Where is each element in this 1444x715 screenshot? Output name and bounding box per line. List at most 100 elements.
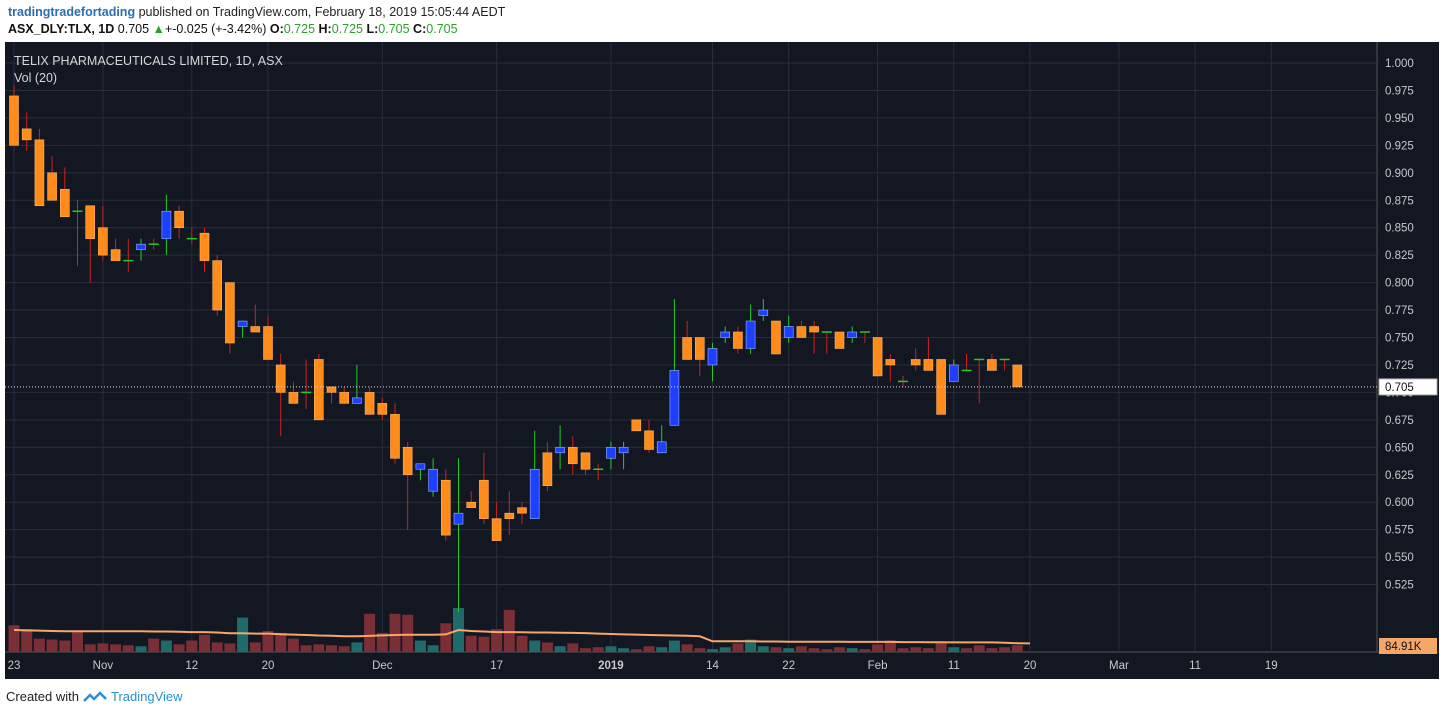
tradingview-brand[interactable]: TradingView (110, 689, 183, 704)
close-label: C: (413, 22, 427, 36)
candle-body (250, 326, 261, 333)
price-tick-label: 0.550 (1385, 552, 1414, 564)
candlestick-chart[interactable]: 1.000 0.975 0.950 0.925 0.900 0.875 0.850 0.825… (5, 42, 1439, 679)
candle-body (771, 320, 781, 355)
close-value: 0.705 (426, 22, 458, 36)
symbol-label: ASX_DLY:TLX, 1D (8, 22, 115, 36)
volume-bar (910, 647, 922, 652)
volume-bars (8, 608, 1023, 652)
candle-body (885, 359, 896, 366)
time-tick-label: Dec (372, 660, 393, 672)
volume-bar (719, 647, 731, 652)
volume-bar (160, 640, 172, 652)
candle-body (313, 359, 324, 421)
volume-bar (986, 648, 998, 652)
time-tick-label: 20 (262, 660, 275, 672)
price-tick-label: 0.950 (1385, 113, 1414, 125)
volume-bar (186, 640, 198, 652)
author-link[interactable]: tradingtradefortading (8, 5, 136, 19)
candle-body (326, 386, 337, 393)
volume-bar (1011, 645, 1023, 652)
candle-body (783, 326, 794, 338)
volume-bar (465, 635, 477, 652)
publish-info: published on TradingView.com, February 1… (138, 5, 506, 19)
candle-body (21, 128, 32, 141)
price-tick-label: 0.625 (1385, 470, 1414, 482)
time-tick-label: Mar (1109, 660, 1129, 672)
time-axis[interactable]: 23 Nov 12 20 Dec 17 2019 14 22 Feb 11 20 Mar 11 19 (8, 660, 1278, 672)
candle-body (669, 370, 680, 426)
candle-body (694, 337, 705, 360)
time-tick-label: 17 (490, 660, 503, 672)
last-price-badge (1378, 378, 1438, 396)
time-tick-label: 2019 (598, 660, 624, 672)
candle-body (542, 452, 553, 487)
candle-body (834, 331, 845, 349)
volume-bar (580, 648, 591, 652)
candle-body (733, 331, 743, 349)
change-value: +-0.025 (+-3.42%) (164, 22, 267, 36)
high-label: H: (318, 22, 332, 36)
candle-body (720, 331, 731, 338)
candle-body (415, 463, 426, 470)
price-tick-label: 0.650 (1385, 442, 1414, 454)
volume-bar (110, 644, 122, 652)
created-with-text: Created with (6, 689, 79, 704)
candle-body (948, 364, 959, 382)
candle-body (517, 507, 527, 514)
candle-body (428, 468, 438, 492)
time-tick-label: 11 (948, 660, 960, 672)
low-value: 0.705 (378, 22, 410, 36)
candle-body (466, 501, 477, 508)
volume-bar (135, 646, 147, 652)
volume-bar (592, 647, 604, 652)
time-tick-label: 20 (1024, 660, 1037, 672)
candles (9, 84, 1023, 612)
time-tick-label: 14 (706, 660, 719, 672)
volume-bar (224, 643, 236, 652)
volume-bar (491, 629, 503, 652)
volume-bar (199, 634, 210, 652)
volume-bar (821, 649, 833, 652)
candle-body (606, 446, 616, 459)
volume-bar (605, 646, 617, 652)
volume-bar (935, 642, 947, 652)
volume-bar (808, 648, 820, 652)
price-tick-label: 0.725 (1385, 360, 1414, 372)
candle-body (479, 479, 489, 519)
candle-body (656, 441, 667, 454)
candle-body (85, 205, 95, 239)
candle-body (555, 446, 565, 454)
candle-body (1012, 364, 1023, 388)
price-tick-label: 0.850 (1385, 223, 1414, 235)
volume-bar (834, 647, 845, 652)
candle-body (174, 210, 184, 228)
volume-bar (21, 629, 33, 652)
tradingview-logo-icon (83, 690, 107, 702)
volume-bar (122, 645, 134, 652)
candle-body (923, 359, 934, 371)
open-value: 0.725 (283, 22, 316, 36)
price-tick-label: 0.775 (1385, 305, 1414, 317)
volume-bar (668, 640, 680, 652)
time-tick-label: 22 (782, 660, 795, 672)
low-label: L: (366, 22, 379, 36)
candle-body (847, 331, 858, 338)
volume-ma-line (13, 628, 1031, 645)
candle-body (644, 430, 654, 450)
volume-bar (745, 639, 757, 652)
candle-body (98, 227, 108, 256)
volume-bar (694, 648, 706, 652)
volume-value-badge-text: 84.91K (1385, 641, 1422, 653)
volume-bar (402, 614, 414, 652)
volume-bar (262, 630, 274, 652)
chart-title: TELIX PHARMACEUTICALS LIMITED, 1D, ASX (14, 54, 283, 68)
candle-body (707, 348, 718, 366)
volume-bar (389, 613, 401, 652)
price-axis[interactable]: 1.000 0.975 0.950 0.925 0.900 0.875 0.850 0.825… (1378, 58, 1438, 654)
volume-bar (732, 643, 744, 652)
volume-bar (859, 649, 871, 652)
volume-bar (211, 642, 223, 652)
volume-bar (795, 646, 807, 652)
candle-body (987, 359, 997, 371)
